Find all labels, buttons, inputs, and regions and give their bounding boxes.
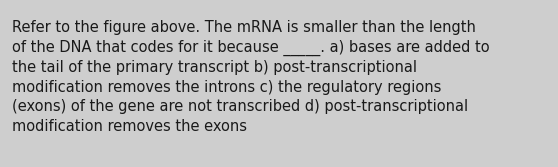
Text: Refer to the figure above. The mRNA is smaller than the length
of the DNA that c: Refer to the figure above. The mRNA is s… (12, 20, 490, 134)
